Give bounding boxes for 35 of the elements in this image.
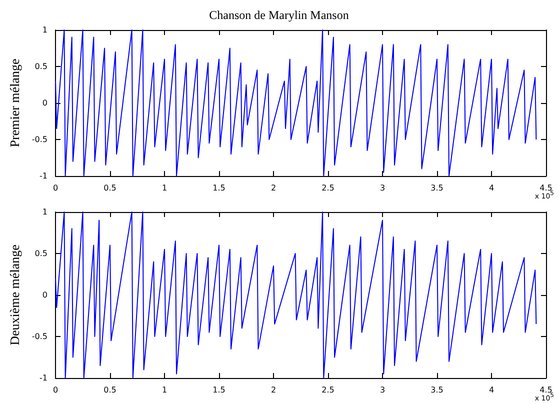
y-tick-label: 0 (42, 98, 48, 108)
line-series (55, 212, 537, 378)
x-tick-label: 1.5 (212, 386, 226, 394)
line-series (55, 30, 537, 176)
x-tick-label: 3.5 (430, 386, 444, 394)
x-tick-label: 3.5 (430, 184, 444, 192)
y-tick-label: 1 (42, 208, 48, 216)
x-tick-label: 2 (270, 184, 276, 192)
y-axis-title: Deuxième mélange (7, 244, 22, 346)
y-axis-title: Premier mélange (7, 58, 22, 148)
x-tick-label: 1.5 (212, 184, 226, 192)
x-tick-label: 0 (52, 184, 58, 192)
y-tick-label: -1 (40, 374, 48, 382)
y-tick-label: -1 (40, 172, 48, 180)
chart-title: Chanson de Marylin Manson (209, 8, 349, 22)
y-tick-label: -0.5 (32, 332, 48, 341)
x-tick-label: 1 (162, 184, 168, 192)
y-tick-label: 0 (42, 290, 48, 300)
x-tick-label: 2 (270, 386, 276, 394)
x-tick-label: 4.5 (540, 386, 552, 394)
x-tick-label: 0.5 (104, 184, 116, 192)
x-tick-label: 1 (162, 386, 168, 394)
x-tick-label: 2.5 (322, 386, 334, 394)
x-tick-label: 4 (488, 386, 494, 394)
x-tick-label: 4 (488, 184, 494, 192)
y-tick-label: 0.5 (34, 62, 48, 71)
y-tick-label: 0.5 (34, 249, 48, 258)
y-tick-label: -0.5 (32, 135, 48, 144)
x-tick-label: 0 (52, 386, 58, 394)
x-tick-label: 0.5 (104, 386, 116, 394)
x-tick-label: 3 (380, 184, 386, 192)
y-tick-label: 1 (42, 26, 48, 34)
x-tick-label: 4.5 (540, 184, 552, 192)
x-tick-label: 3 (380, 386, 386, 394)
x-tick-label: 2.5 (322, 184, 334, 192)
